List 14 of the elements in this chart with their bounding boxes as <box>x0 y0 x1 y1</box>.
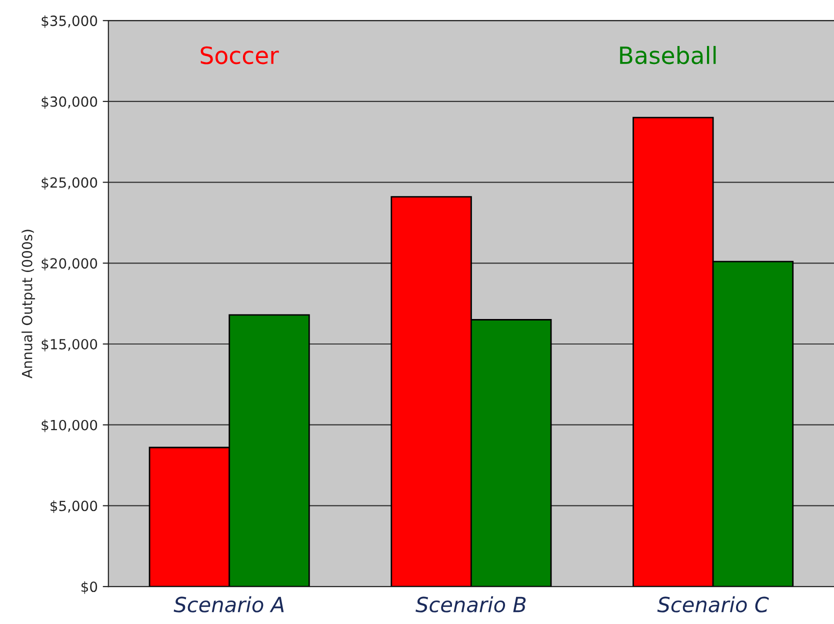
y-tick-label: $0 <box>81 581 98 594</box>
y-tick-label: $10,000 <box>42 420 98 432</box>
y-tick-label: $35,000 <box>42 15 98 28</box>
y-tick-label: $25,000 <box>42 177 98 190</box>
y-tick-label: $30,000 <box>42 96 98 109</box>
x-tick-label: Scenario C <box>657 596 769 612</box>
x-tick-label: Scenario B <box>416 596 526 612</box>
y-tick-label: $15,000 <box>42 338 98 352</box>
y-tick-label: $5,000 <box>50 500 98 514</box>
text: Soccer <box>200 46 279 64</box>
text: Baseball <box>620 46 716 64</box>
y-axis-title: Annual Output (000s) <box>22 230 36 378</box>
y-tick-label: $20,000 <box>42 258 98 270</box>
x-tick-label: Scenario A <box>174 596 284 612</box>
